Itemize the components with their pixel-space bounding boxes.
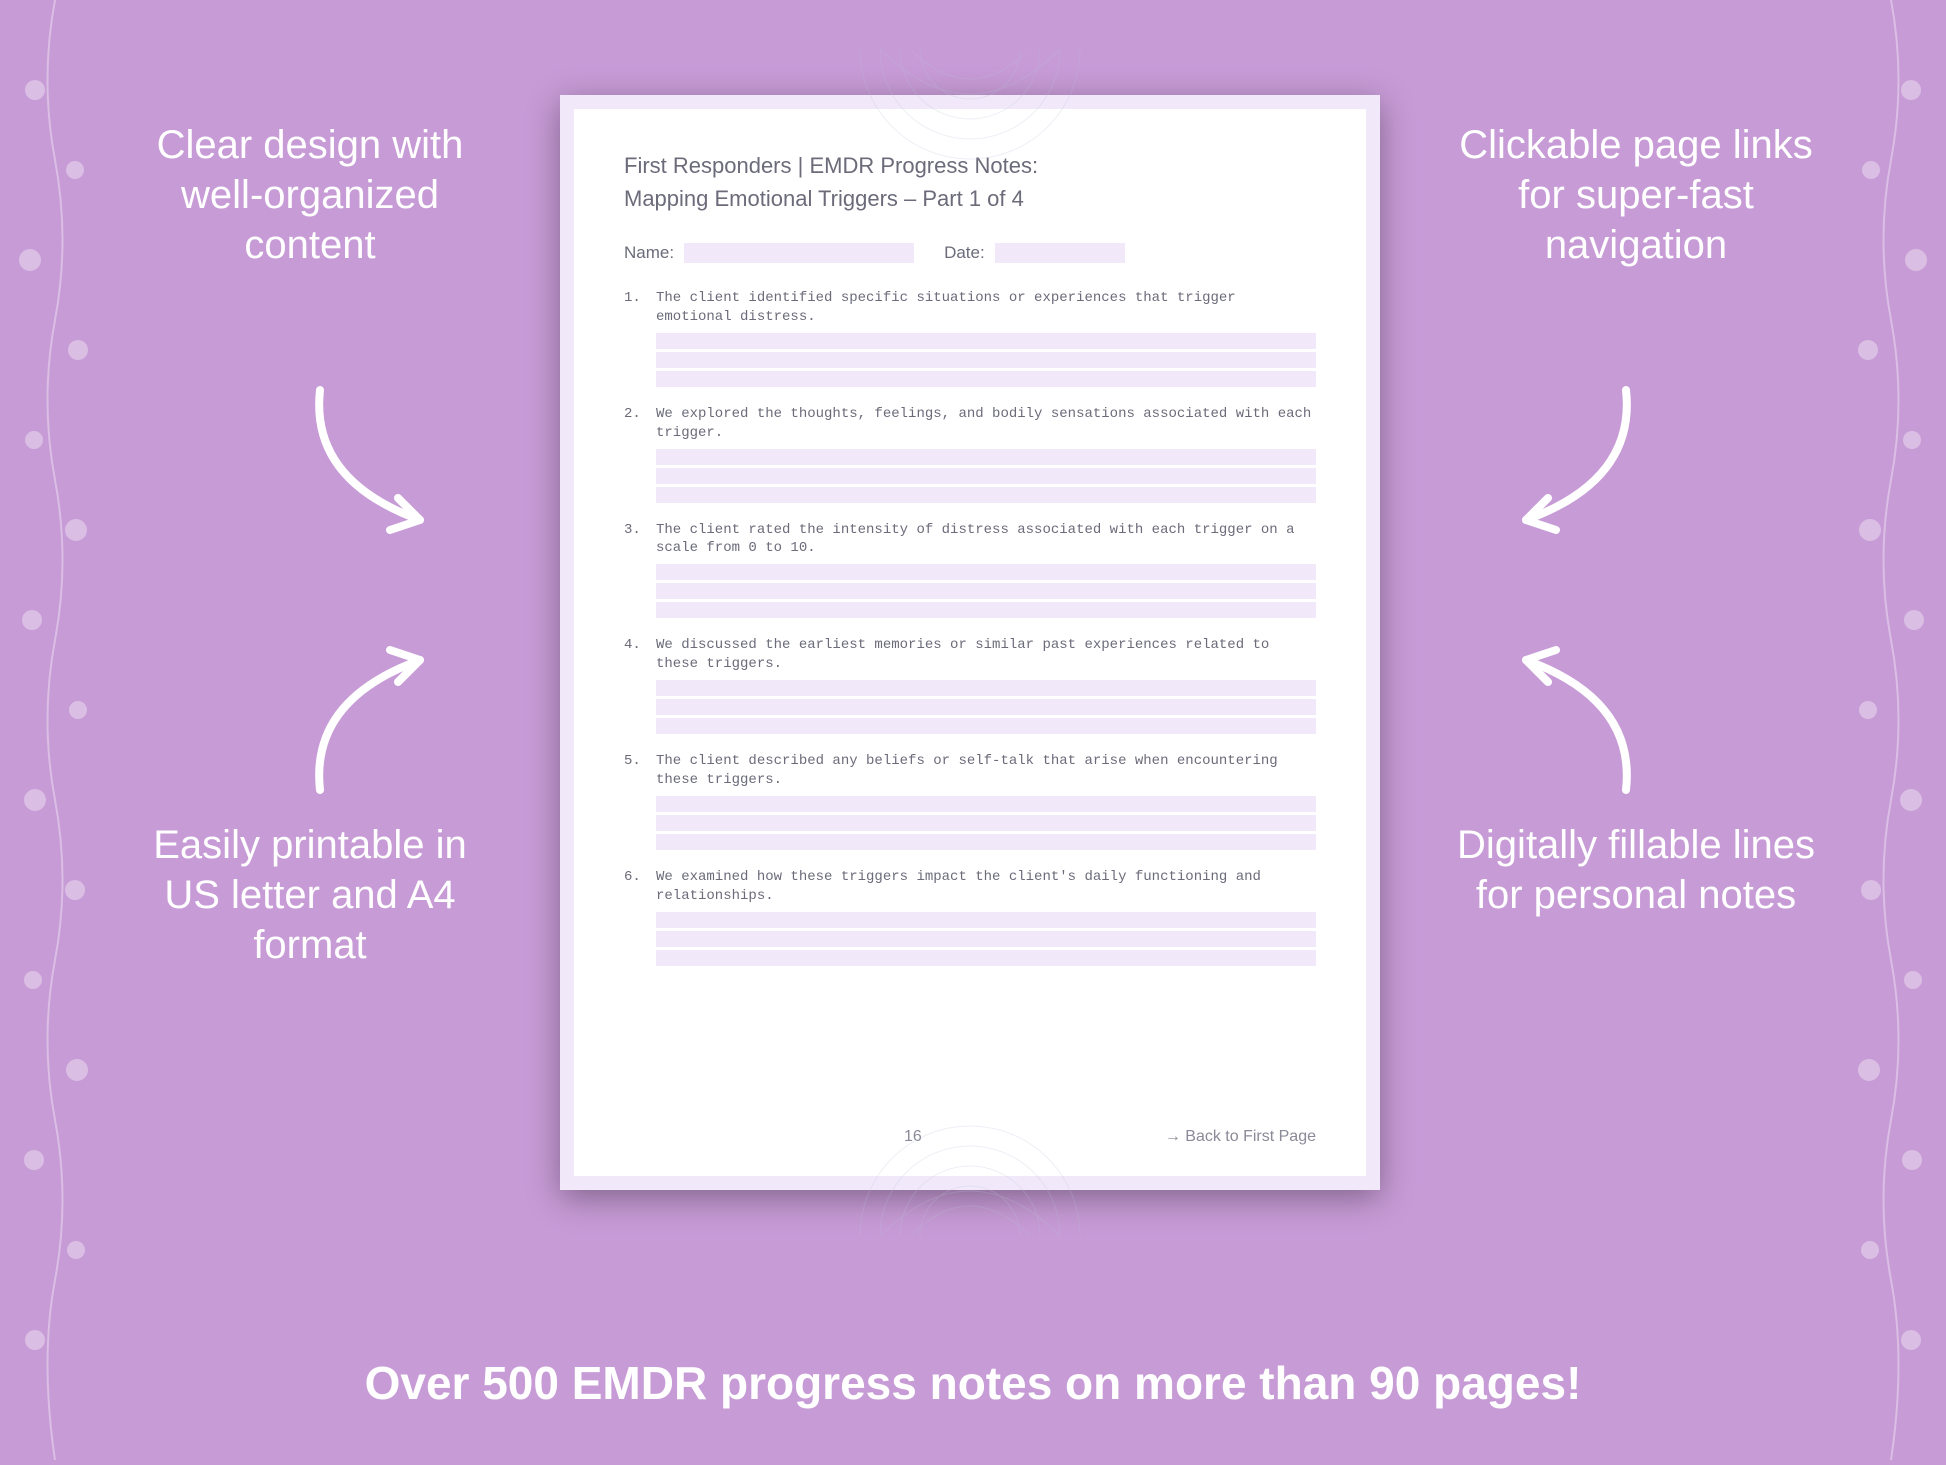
document-title-line1: First Responders | EMDR Progress Notes: [624, 149, 1316, 182]
progress-note-item: 1. The client identified specific situati… [624, 289, 1316, 387]
fill-line[interactable] [656, 602, 1316, 618]
progress-note-item: 4. We discussed the earliest memories or … [624, 636, 1316, 734]
document-title: First Responders | EMDR Progress Notes: … [624, 149, 1316, 215]
fill-line[interactable] [656, 487, 1316, 503]
fill-line[interactable] [656, 931, 1316, 947]
item-fill-lines[interactable] [656, 564, 1316, 618]
progress-note-item: 5. The client described any beliefs or se… [624, 752, 1316, 850]
item-text: We examined how these triggers impact th… [656, 868, 1316, 906]
fill-line[interactable] [656, 583, 1316, 599]
fill-line[interactable] [656, 371, 1316, 387]
item-fill-lines[interactable] [656, 333, 1316, 387]
floral-border-right [1836, 0, 1946, 1460]
fill-line[interactable] [656, 333, 1316, 349]
fill-line[interactable] [656, 815, 1316, 831]
fill-line[interactable] [656, 680, 1316, 696]
item-body: We explored the thoughts, feelings, and … [656, 405, 1316, 503]
progress-note-item: 6. We examined how these triggers impact … [624, 868, 1316, 966]
item-number: 6. [624, 868, 646, 966]
progress-note-item: 2. We explored the thoughts, feelings, an… [624, 405, 1316, 503]
item-number: 5. [624, 752, 646, 850]
fill-line[interactable] [656, 718, 1316, 734]
fill-line[interactable] [656, 834, 1316, 850]
item-fill-lines[interactable] [656, 796, 1316, 850]
date-label: Date: [944, 243, 985, 263]
callout-bottom-right: Digitally fillable lines for personal no… [1456, 820, 1816, 920]
item-body: The client described any beliefs or self… [656, 752, 1316, 850]
document-footer: 16 → Back to First Page [624, 1108, 1316, 1146]
document-page: First Responders | EMDR Progress Notes: … [560, 95, 1380, 1190]
date-input-fill[interactable] [995, 243, 1125, 263]
item-text: We explored the thoughts, feelings, and … [656, 405, 1316, 443]
item-body: We examined how these triggers impact th… [656, 868, 1316, 966]
item-text: The client described any beliefs or self… [656, 752, 1316, 790]
name-label: Name: [624, 243, 674, 263]
document-title-line2: Mapping Emotional Triggers – Part 1 of 4 [624, 182, 1316, 215]
fill-line[interactable] [656, 449, 1316, 465]
fill-line[interactable] [656, 796, 1316, 812]
item-text: We discussed the earliest memories or si… [656, 636, 1316, 674]
item-text: The client identified specific situation… [656, 289, 1316, 327]
arrow-top-right-icon [1466, 360, 1666, 560]
callout-top-left: Clear design with well-organized content [130, 120, 490, 270]
page-number: 16 [904, 1128, 922, 1146]
fill-line[interactable] [656, 564, 1316, 580]
item-number: 2. [624, 405, 646, 503]
fill-line[interactable] [656, 468, 1316, 484]
item-fill-lines[interactable] [656, 912, 1316, 966]
fill-line[interactable] [656, 699, 1316, 715]
item-body: We discussed the earliest memories or si… [656, 636, 1316, 734]
item-body: The client identified specific situation… [656, 289, 1316, 387]
arrow-bottom-right-icon [1466, 620, 1666, 820]
fill-line[interactable] [656, 352, 1316, 368]
floral-border-left [0, 0, 110, 1460]
callout-bottom-left: Easily printable in US letter and A4 for… [130, 820, 490, 970]
name-date-row: Name: Date: [624, 243, 1316, 263]
date-field: Date: [944, 243, 1125, 263]
item-number: 4. [624, 636, 646, 734]
item-fill-lines[interactable] [656, 680, 1316, 734]
back-to-first-page-link[interactable]: → Back to First Page [1165, 1128, 1316, 1146]
bottom-banner: Over 500 EMDR progress notes on more tha… [0, 1356, 1946, 1410]
item-body: The client rated the intensity of distre… [656, 521, 1316, 619]
progress-note-item: 3. The client rated the intensity of dist… [624, 521, 1316, 619]
name-input-fill[interactable] [684, 243, 914, 263]
callout-top-right: Clickable page links for super-fast navi… [1456, 120, 1816, 270]
arrow-top-left-icon [280, 360, 480, 560]
fill-line[interactable] [656, 950, 1316, 966]
arrow-bottom-left-icon [280, 620, 480, 820]
fill-line[interactable] [656, 912, 1316, 928]
item-fill-lines[interactable] [656, 449, 1316, 503]
items-list: 1. The client identified specific situati… [624, 289, 1316, 1108]
item-number: 3. [624, 521, 646, 619]
item-number: 1. [624, 289, 646, 387]
name-field: Name: [624, 243, 914, 263]
item-text: The client rated the intensity of distre… [656, 521, 1316, 559]
